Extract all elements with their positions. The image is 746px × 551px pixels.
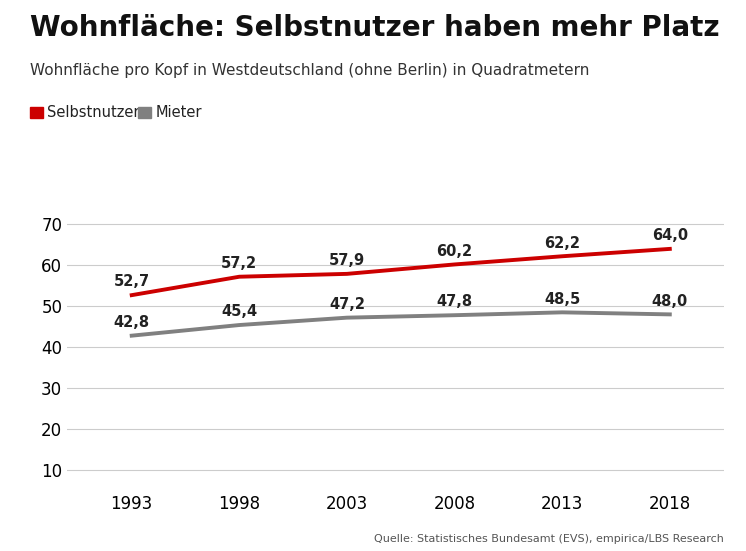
Text: 47,2: 47,2 [329, 297, 365, 312]
Text: 57,9: 57,9 [329, 253, 365, 268]
Text: 64,0: 64,0 [652, 228, 688, 243]
Text: 62,2: 62,2 [544, 235, 580, 251]
Text: Wohnfläche: Selbstnutzer haben mehr Platz: Wohnfläche: Selbstnutzer haben mehr Plat… [30, 14, 719, 42]
Text: 52,7: 52,7 [113, 274, 150, 289]
Text: 48,5: 48,5 [544, 291, 580, 306]
Text: 60,2: 60,2 [436, 244, 473, 259]
Text: Wohnfläche pro Kopf in Westdeutschland (ohne Berlin) in Quadratmetern: Wohnfläche pro Kopf in Westdeutschland (… [30, 63, 589, 78]
Text: Mieter: Mieter [155, 105, 201, 121]
Text: 57,2: 57,2 [222, 256, 257, 271]
Text: Quelle: Statistisches Bundesamt (EVS), empirica/LBS Research: Quelle: Statistisches Bundesamt (EVS), e… [374, 534, 724, 544]
Text: 47,8: 47,8 [436, 294, 473, 310]
Text: 45,4: 45,4 [222, 304, 257, 319]
Text: Selbstnutzer: Selbstnutzer [47, 105, 140, 121]
Text: 48,0: 48,0 [652, 294, 688, 309]
Text: 42,8: 42,8 [113, 315, 150, 330]
